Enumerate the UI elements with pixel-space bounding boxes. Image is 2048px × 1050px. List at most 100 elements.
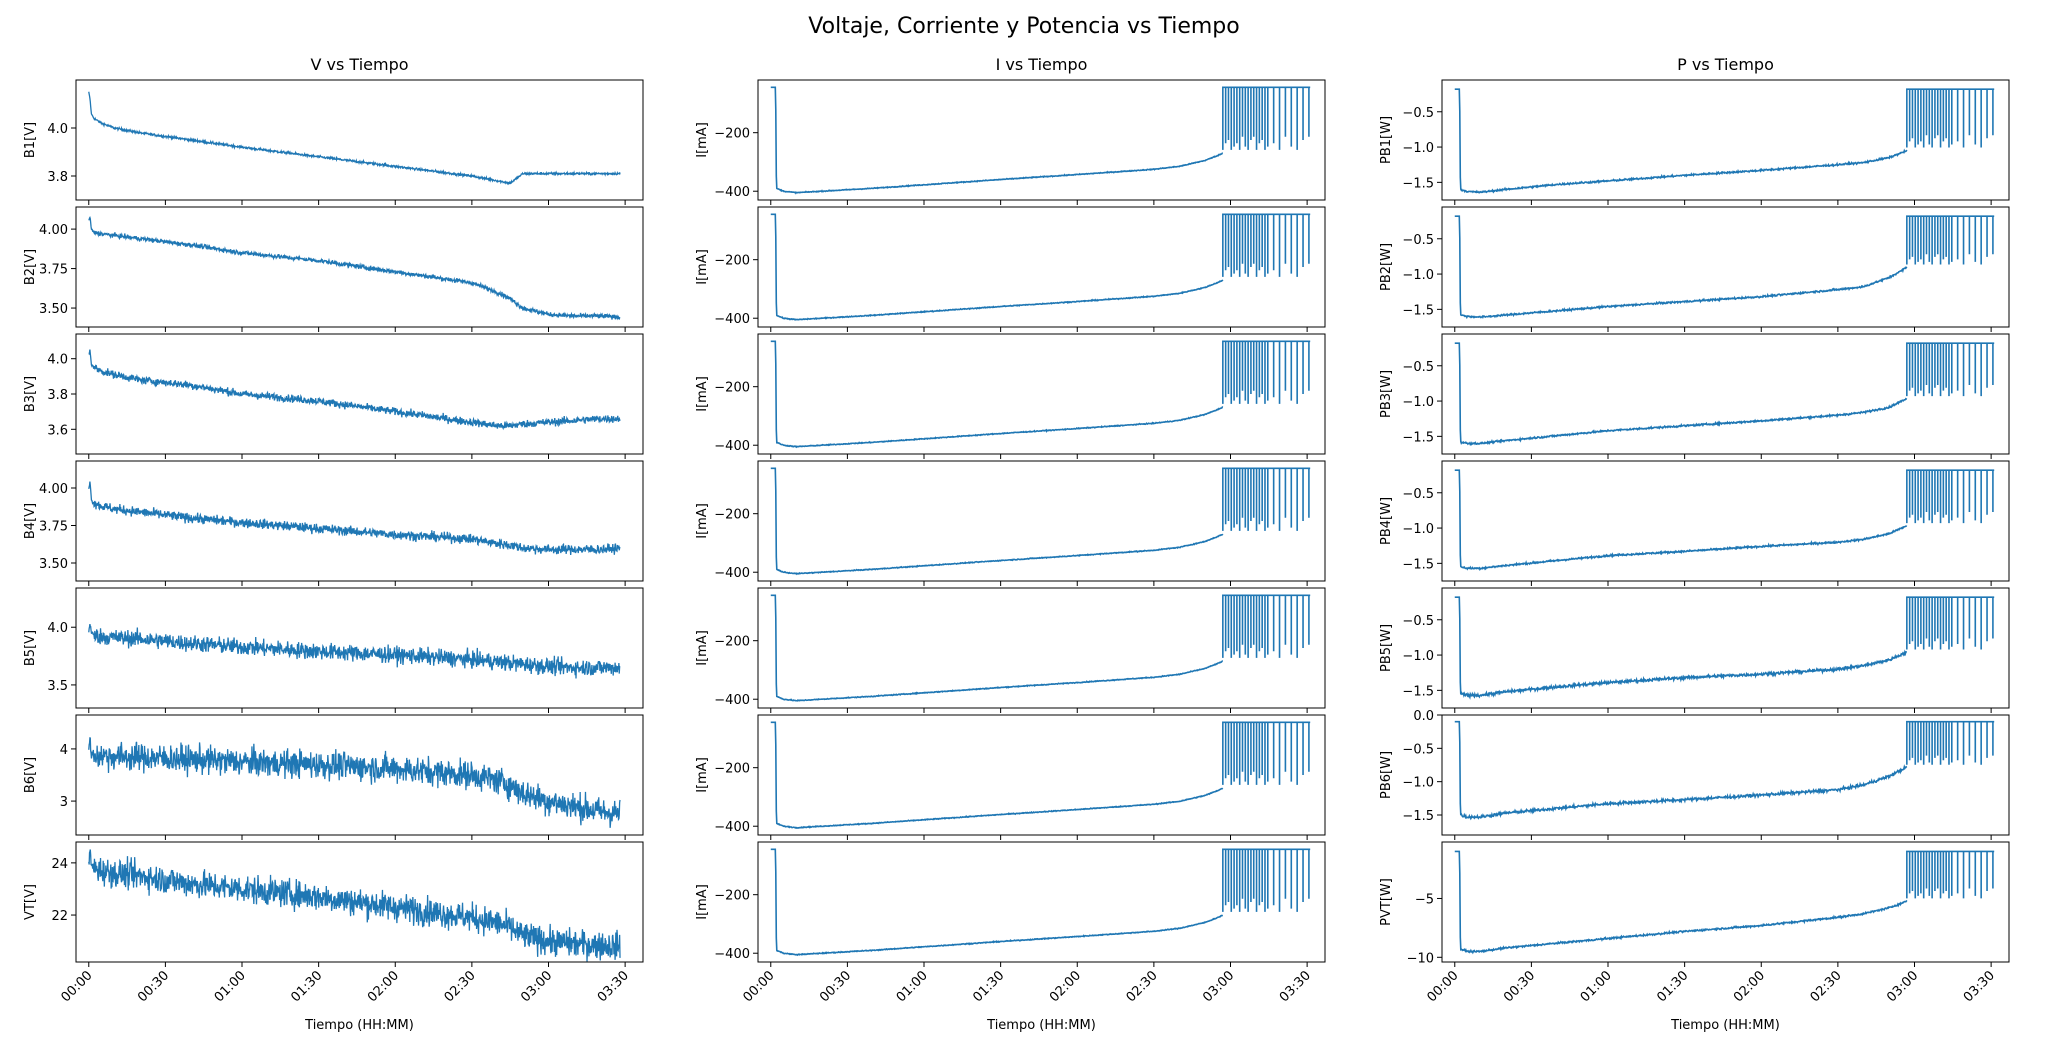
subplot-v-row1: 3.8 4.0 B1[V] V vs Tiempo bbox=[23, 55, 644, 205]
y-axis-label: I[mA] bbox=[695, 503, 710, 539]
series-line bbox=[770, 213, 1311, 321]
axes-frame bbox=[1441, 460, 2010, 582]
y-tick-label: 3.8 bbox=[47, 170, 68, 185]
subplot-p-row4: −1.5 −1.0 −0.5 PB4[W] bbox=[1379, 460, 2010, 586]
axes-frame bbox=[1441, 587, 2010, 709]
y-axis-label: VT[V] bbox=[23, 884, 38, 920]
y-axis-label: PB6[W] bbox=[1379, 751, 1394, 799]
y-axis-label: B5[V] bbox=[23, 630, 38, 666]
y-axis-label: I[mA] bbox=[695, 757, 710, 793]
axes-frame bbox=[1441, 333, 2010, 455]
axes-frame bbox=[1441, 79, 2010, 201]
series-line bbox=[1454, 596, 1995, 700]
x-tick-label: 00:00 bbox=[58, 968, 95, 1005]
axes-frame bbox=[1441, 206, 2010, 328]
y-tick-label: −200 bbox=[714, 127, 750, 142]
y-tick-label: −1.0 bbox=[1402, 141, 1434, 156]
series-line bbox=[88, 737, 621, 828]
x-tick-label: 01:30 bbox=[1654, 968, 1691, 1005]
x-tick-label: 00:00 bbox=[740, 968, 777, 1005]
x-tick-label: 03:30 bbox=[1277, 968, 1314, 1005]
y-tick-label: −1.0 bbox=[1402, 268, 1434, 283]
y-axis-label: I[mA] bbox=[695, 122, 710, 158]
y-tick-label: 3 bbox=[60, 795, 68, 810]
y-axis-label: B2[V] bbox=[23, 249, 38, 285]
subplot-v-row5: 3.5 4.0 B5[V] bbox=[23, 587, 644, 713]
subplot-i-row5: −400 −200 I[mA] bbox=[695, 587, 1326, 713]
series-line bbox=[1454, 720, 1995, 821]
x-tick-label: 02:30 bbox=[1124, 968, 1161, 1005]
y-tick-label: −200 bbox=[714, 762, 750, 777]
y-tick-label: −200 bbox=[714, 381, 750, 396]
axes-frame bbox=[1441, 714, 2010, 836]
series-line bbox=[88, 481, 621, 556]
x-tick-label: 00:30 bbox=[135, 968, 172, 1005]
y-tick-label: 3.75 bbox=[39, 263, 68, 278]
series-line bbox=[1454, 850, 1995, 955]
axes-frame bbox=[75, 79, 644, 201]
subplot-title: I vs Tiempo bbox=[996, 55, 1088, 74]
y-tick-label: −1.5 bbox=[1402, 684, 1434, 699]
y-tick-label: 3.50 bbox=[39, 557, 68, 572]
subplot-p-row7: −10 −5 PVT[W] 00:00 00:30 01:00 01:30 02:00 02:3… bbox=[1379, 841, 2010, 1033]
x-tick-label: 02:00 bbox=[1047, 968, 1084, 1005]
x-tick-label: 03:00 bbox=[1884, 968, 1921, 1005]
y-axis-label: PB1[W] bbox=[1379, 116, 1394, 164]
subplot-v-row7: 22 24 VT[V] 00:00 00:30 01:00 01:30 02:00 02:30 0… bbox=[23, 841, 644, 1033]
subplot-v-row6: 3 4 B6[V] bbox=[23, 714, 644, 840]
y-tick-label: −0.5 bbox=[1402, 742, 1434, 757]
axes-frame bbox=[757, 79, 1326, 201]
axes-frame bbox=[75, 714, 644, 836]
y-tick-label: 3.50 bbox=[39, 302, 68, 317]
y-axis-label: I[mA] bbox=[695, 630, 710, 666]
x-tick-label: 02:30 bbox=[442, 968, 479, 1005]
y-tick-label: 3.8 bbox=[47, 388, 68, 403]
y-tick-label: −400 bbox=[714, 820, 750, 835]
y-tick-label: −400 bbox=[714, 439, 750, 454]
axes-frame bbox=[75, 841, 644, 963]
x-tick-label: 03:00 bbox=[518, 968, 555, 1005]
y-axis-label: B4[V] bbox=[23, 503, 38, 539]
y-tick-label: −1.5 bbox=[1402, 809, 1434, 824]
x-tick-label: 03:30 bbox=[595, 968, 632, 1005]
y-tick-label: −1.0 bbox=[1402, 522, 1434, 537]
subplot-p-row5: −1.5 −1.0 −0.5 PB5[W] bbox=[1379, 587, 2010, 713]
y-axis-label: PB5[W] bbox=[1379, 624, 1394, 672]
y-tick-label: −1.0 bbox=[1402, 649, 1434, 664]
series-line bbox=[770, 340, 1311, 449]
series-line bbox=[770, 594, 1311, 702]
y-tick-label: −400 bbox=[714, 947, 750, 962]
axes-frame bbox=[75, 333, 644, 455]
axes-frame bbox=[757, 587, 1326, 709]
subplot-p-row1: −1.5 −1.0 −0.5 PB1[W] P vs Tiempo bbox=[1379, 55, 2010, 205]
x-axis-label: Tiempo (HH:MM) bbox=[986, 1018, 1096, 1033]
series-line bbox=[770, 467, 1311, 576]
y-tick-label: −1.5 bbox=[1402, 430, 1434, 445]
y-axis-label: PB4[W] bbox=[1379, 497, 1394, 545]
subplot-title: P vs Tiempo bbox=[1677, 55, 1774, 74]
x-tick-label: 02:30 bbox=[1808, 968, 1845, 1005]
subplot-i-row3: −400 −200 I[mA] bbox=[695, 333, 1326, 459]
series-line bbox=[1454, 342, 1995, 447]
series-line bbox=[88, 91, 621, 186]
series-line bbox=[88, 216, 621, 321]
y-tick-label: −0.5 bbox=[1402, 106, 1434, 121]
y-axis-label: PB3[W] bbox=[1379, 370, 1394, 418]
y-tick-label: −5 bbox=[1415, 892, 1434, 907]
series-line bbox=[88, 623, 621, 679]
y-axis-label: I[mA] bbox=[695, 376, 710, 412]
x-axis-label: Tiempo (HH:MM) bbox=[304, 1018, 414, 1033]
y-tick-label: −0.5 bbox=[1402, 487, 1434, 502]
series-line bbox=[770, 721, 1311, 830]
series-line bbox=[88, 349, 621, 431]
y-axis-label: PVT[W] bbox=[1379, 878, 1394, 926]
x-tick-label: 00:00 bbox=[1424, 968, 1461, 1005]
y-tick-label: 4.0 bbox=[47, 353, 68, 368]
y-tick-label: −10 bbox=[1407, 951, 1434, 966]
y-tick-label: 24 bbox=[51, 857, 68, 872]
y-tick-label: 4.00 bbox=[39, 482, 68, 497]
axes-frame bbox=[1441, 841, 2010, 963]
